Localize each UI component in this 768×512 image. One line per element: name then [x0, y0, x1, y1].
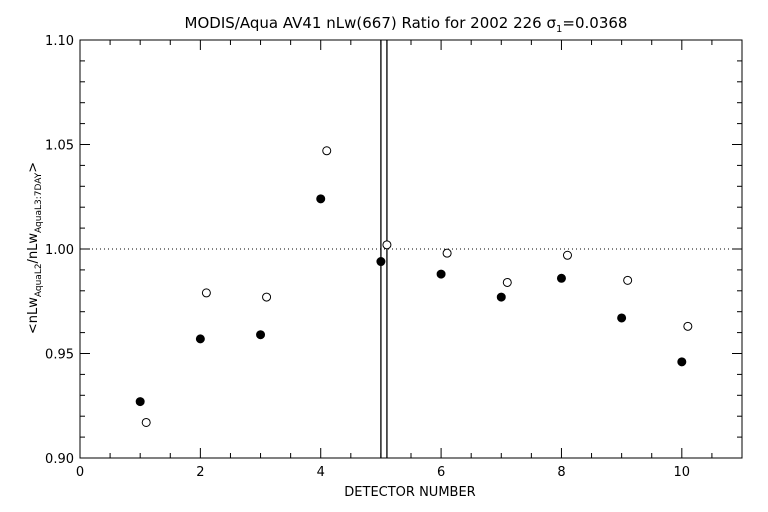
- data-point-open: [141, 417, 151, 427]
- plot-frame: [79, 39, 743, 459]
- y-label-sub1: AquaL2: [34, 263, 44, 297]
- x-tick-label: 2: [196, 465, 204, 480]
- y-tick-label: 0.90: [45, 452, 74, 467]
- data-point-open: [683, 321, 693, 331]
- y-tick-label: 0.95: [45, 348, 74, 363]
- plot-layer: 0 2 4 6 8 10 0.90 0.95 1.00 1.05 1.10: [45, 34, 743, 480]
- y-label-close: >: [26, 162, 41, 173]
- data-point-filled: [195, 334, 205, 344]
- y-tick-label: 1.10: [45, 34, 74, 49]
- y-label-sub2: AquaL3:7DAY: [34, 172, 44, 233]
- y-tick-label: 1.00: [45, 243, 74, 258]
- data-point-open: [382, 240, 392, 250]
- data-point-open: [502, 277, 512, 287]
- data-point-filled: [256, 330, 266, 340]
- x-tick-label: 0: [76, 465, 84, 480]
- x-tick-label: 8: [557, 465, 565, 480]
- chart-title-value: =0.0368: [562, 14, 627, 32]
- data-point-open: [442, 248, 452, 258]
- x-tick-label: 6: [437, 465, 445, 480]
- x-axis-label: DETECTOR NUMBER: [344, 485, 475, 500]
- y-tick-label: 1.05: [45, 139, 74, 154]
- data-point-open: [623, 275, 633, 285]
- data-point-filled: [496, 292, 506, 302]
- data-point-filled: [316, 194, 326, 204]
- data-point-filled: [617, 313, 627, 323]
- data-point-filled: [376, 257, 386, 267]
- data-point-filled: [556, 273, 566, 283]
- data-point-open: [201, 288, 211, 298]
- data-point-filled: [436, 269, 446, 279]
- y-label-mid: /nLw: [26, 233, 41, 264]
- x-tick-label: 10: [674, 465, 691, 480]
- data-point-open: [262, 292, 272, 302]
- data-point-filled: [135, 397, 145, 407]
- data-point-filled: [677, 357, 687, 367]
- y-axis-label: <nLwAquaL2/nLwAquaL3:7DAY>: [26, 162, 44, 334]
- chart-title-sigma: σ: [547, 14, 557, 32]
- chart-title-main: MODIS/Aqua AV41 nLw(667) Ratio for 2002 …: [185, 14, 547, 32]
- chart-title: MODIS/Aqua AV41 nLw(667) Ratio for 2002 …: [185, 14, 628, 35]
- y-label-open: <nLw: [26, 297, 41, 334]
- chart-title-sigma-sub: 1: [556, 24, 562, 35]
- data-point-open: [322, 146, 332, 156]
- x-tick-label: 4: [317, 465, 325, 480]
- data-point-open: [562, 250, 572, 260]
